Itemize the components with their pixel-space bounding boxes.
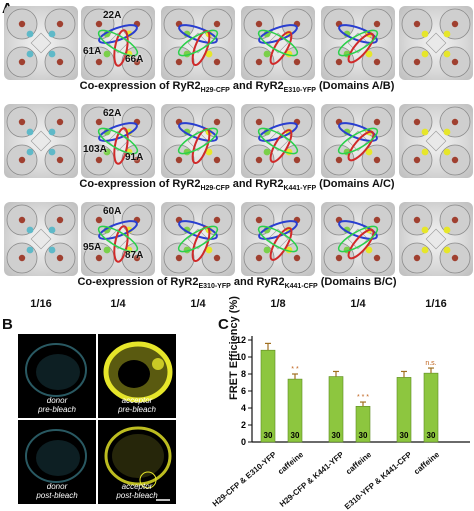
micrograph-donor-post: donor post-bleach: [18, 420, 96, 504]
n-label: 30: [427, 431, 436, 440]
significance-mark: * * *: [357, 394, 369, 401]
x-category-label: E310-YFP & K441-CFP: [343, 450, 414, 511]
chart-y-axis-label: FRET Efficiency (%): [228, 296, 240, 400]
ryr2-structure-tile: [4, 6, 78, 80]
panel-c-letter: C: [218, 316, 229, 333]
micro-label-4b: post-bleach: [116, 491, 158, 500]
row-caption-2: Co-expression of RyR2H29-CFP and RyR2K44…: [79, 178, 395, 193]
significance-mark: * *: [291, 366, 299, 373]
micrograph-acceptor-post: acceptor post-bleach: [98, 420, 176, 504]
ryr2-structure-tile: [4, 202, 78, 276]
y-tick-label: 4: [241, 403, 246, 413]
x-category-label: H29-CFP & E310-YFP: [210, 450, 278, 509]
ryr2-structure-tile: [321, 6, 395, 80]
y-tick-label: 6: [241, 386, 246, 396]
micrograph-acceptor-pre: acceptor pre-bleach: [98, 334, 176, 418]
ryr2-structure-tile: [161, 6, 235, 80]
fraction-1: 1/16: [30, 298, 52, 310]
ryr2-structure-tile: [399, 104, 473, 178]
n-label: 30: [332, 431, 341, 440]
bar: [423, 372, 439, 443]
distance-label: 66A: [125, 54, 144, 65]
distance-label: 103A: [83, 144, 107, 155]
micro-label-3b: post-bleach: [36, 491, 78, 500]
distance-label: 60A: [103, 206, 122, 217]
fraction-6: 1/16: [425, 298, 447, 310]
ryr2-structure-tile: 62A 103A 91A: [81, 104, 155, 178]
y-tick-label: 0: [241, 437, 246, 447]
ryr2-structure-tile: [399, 202, 473, 276]
fraction-2: 1/4: [110, 298, 126, 310]
significance-mark: n.s.: [425, 360, 436, 367]
x-category-label: caffeine: [411, 450, 441, 477]
micrograph-donor-pre: donor pre-bleach: [18, 334, 96, 418]
bar: [328, 376, 344, 443]
ryr2-structure-tile: 22A 61A 66A: [81, 6, 155, 80]
micro-label-3a: donor: [46, 482, 68, 491]
ryr2-structure-tile: 60A 95A 87A: [81, 202, 155, 276]
fraction-3: 1/4: [190, 298, 206, 310]
ryr2-structure-tile: [4, 104, 78, 178]
x-category-label: caffeine: [275, 450, 305, 477]
micro-label-2a: acceptor: [121, 396, 153, 405]
bar: [355, 405, 371, 443]
fraction-4: 1/8: [270, 298, 286, 310]
ryr2-structure-tile: [241, 202, 315, 276]
distance-label: 87A: [125, 250, 144, 261]
y-tick-label: 2: [241, 420, 246, 430]
fraction-5: 1/4: [350, 298, 366, 310]
ryr2-structure-tile: [161, 202, 235, 276]
micro-label-2b: pre-bleach: [118, 405, 156, 414]
n-label: 30: [264, 431, 273, 440]
row-caption-3: Co-expression of RyR2E310-YFP and RyR2K4…: [77, 276, 397, 291]
row-caption-1: Co-expression of RyR2H29-CFP and RyR2E31…: [79, 80, 395, 95]
n-label: 30: [359, 431, 368, 440]
bar: [260, 349, 276, 443]
y-tick-label: 8: [241, 369, 246, 379]
ryr2-structure-tile: [241, 6, 315, 80]
bar: [396, 377, 412, 443]
ryr2-structure-tile: [241, 104, 315, 178]
distance-label: 22A: [103, 10, 122, 21]
ryr2-structure-tile: [399, 6, 473, 80]
ryr2-structure-tile: [161, 104, 235, 178]
distance-label: 62A: [103, 108, 122, 119]
distance-label: 61A: [83, 46, 102, 57]
panel-b-letter: B: [2, 316, 13, 333]
n-label: 30: [400, 431, 409, 440]
n-label: 30: [291, 431, 300, 440]
micro-label-1b: pre-bleach: [38, 405, 76, 414]
bar: [287, 378, 303, 443]
distance-label: 95A: [83, 242, 102, 253]
micro-label-4a: acceptor: [121, 482, 153, 491]
distance-label: 91A: [125, 152, 144, 163]
ryr2-structure-tile: [321, 202, 395, 276]
ryr2-structure-tile: [321, 104, 395, 178]
micro-label-1a: donor: [46, 396, 68, 405]
x-category-label: caffeine: [343, 450, 373, 477]
